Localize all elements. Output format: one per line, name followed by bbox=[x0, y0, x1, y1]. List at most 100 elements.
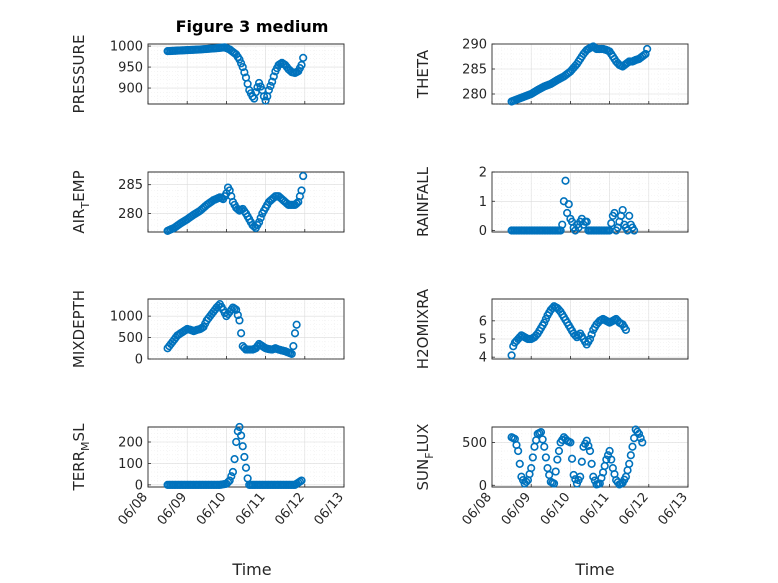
y-tick-label: 0 bbox=[479, 479, 487, 494]
x-tick-label: 06/11 bbox=[577, 490, 613, 528]
data-point bbox=[292, 199, 301, 208]
y-axis-label-main: THETA bbox=[414, 49, 432, 99]
x-tick-label: 06/12 bbox=[272, 490, 308, 528]
data-point bbox=[582, 436, 591, 445]
data-point bbox=[628, 442, 637, 451]
data-point bbox=[238, 442, 247, 451]
data-point bbox=[228, 467, 238, 477]
y-axis-label-tail: SL bbox=[70, 423, 88, 442]
data-point bbox=[241, 463, 251, 472]
subplot-mixdepth: 0 500 1000 MIXDEPTH bbox=[70, 290, 345, 368]
y-tick-label: 5 bbox=[479, 333, 487, 348]
y-tick-label: 0 bbox=[135, 478, 143, 493]
x-tick-label: 06/08 bbox=[115, 490, 151, 528]
data-point bbox=[629, 226, 639, 235]
y-axis-label-main: PRESSURE bbox=[70, 35, 88, 114]
data-point bbox=[554, 446, 564, 456]
subplot-air_temp: 280 285 AIRTEMP bbox=[70, 170, 345, 235]
data-point bbox=[514, 446, 523, 456]
series-markers bbox=[163, 43, 308, 105]
y-tick-label: 900 bbox=[118, 82, 143, 97]
data-point bbox=[587, 459, 596, 468]
subplot-theta: 280 285 290 THETA bbox=[414, 38, 689, 106]
data-point bbox=[287, 349, 296, 358]
y-axis-label: PRESSURE bbox=[70, 35, 88, 114]
y-axis-label-tail: EMP bbox=[70, 170, 88, 201]
y-axis-label-main: TERR bbox=[70, 451, 88, 492]
y-axis-label-sub: F bbox=[423, 452, 436, 458]
xlabel-right: Time bbox=[574, 560, 614, 579]
y-tick-label: 1000 bbox=[110, 40, 143, 55]
data-point bbox=[626, 451, 635, 460]
data-point bbox=[605, 446, 614, 456]
y-tick-label: 2 bbox=[479, 166, 487, 181]
data-point bbox=[235, 316, 244, 325]
data-point bbox=[268, 77, 277, 86]
data-point bbox=[527, 464, 536, 473]
y-axis-label-main: SUN bbox=[414, 459, 432, 491]
data-point bbox=[625, 459, 634, 468]
y-axis-label-sub: T bbox=[79, 202, 92, 210]
data-point bbox=[618, 205, 627, 215]
data-point bbox=[587, 330, 596, 339]
data-point bbox=[577, 457, 586, 466]
y-tick-label: 285 bbox=[118, 178, 143, 193]
x-tick-label: 06/10 bbox=[194, 490, 230, 528]
subplot-pressure: 900 950 1000 PRESSURE bbox=[70, 35, 345, 114]
y-tick-label: 950 bbox=[118, 61, 143, 76]
x-tick-label: 06/09 bbox=[155, 490, 191, 528]
series-markers bbox=[507, 42, 652, 106]
y-axis-label-main: MIXDEPTH bbox=[70, 290, 88, 368]
data-point bbox=[561, 176, 570, 185]
x-tick-label: 06/11 bbox=[233, 490, 269, 528]
y-tick-label: 0 bbox=[135, 353, 143, 368]
data-point bbox=[549, 479, 559, 488]
data-point bbox=[235, 422, 244, 432]
data-point bbox=[297, 186, 306, 195]
data-point bbox=[290, 329, 300, 338]
data-point bbox=[507, 351, 516, 360]
data-point bbox=[551, 467, 560, 476]
data-point bbox=[223, 478, 233, 487]
y-axis-label: MIXDEPTH bbox=[70, 290, 88, 368]
y-axis-label-main: RAINFALL bbox=[414, 166, 432, 237]
data-point bbox=[538, 435, 547, 444]
xlabel-left: Time bbox=[231, 560, 271, 579]
data-point bbox=[225, 476, 234, 485]
data-point bbox=[566, 438, 575, 447]
data-point bbox=[299, 171, 308, 181]
subplot-terr_msl: 0 100 200 06/08 06/09 06/10 06/11 06/12 06/13 TER… bbox=[70, 422, 347, 528]
data-point bbox=[261, 96, 270, 105]
data-point bbox=[233, 310, 242, 320]
x-tick-label: 06/10 bbox=[538, 490, 574, 528]
data-point bbox=[641, 49, 650, 59]
y-axis-label-tail: LUX bbox=[414, 424, 432, 453]
data-point bbox=[254, 218, 264, 227]
y-tick-label: 1 bbox=[479, 195, 487, 210]
data-point bbox=[299, 53, 308, 62]
data-point bbox=[582, 217, 591, 226]
data-point bbox=[540, 442, 549, 451]
y-tick-label: 100 bbox=[118, 457, 143, 472]
x-tick-label: 06/09 bbox=[499, 490, 535, 528]
subplot-h2omixra: 4 5 6 H2OMIXRA bbox=[414, 288, 689, 369]
y-axis-label: RAINFALL bbox=[414, 166, 432, 237]
data-point bbox=[232, 437, 241, 447]
y-axis-label-sub: M bbox=[79, 441, 92, 451]
data-point bbox=[240, 452, 249, 462]
data-point bbox=[643, 44, 652, 54]
data-point bbox=[256, 213, 265, 222]
data-point bbox=[259, 92, 269, 101]
series-markers bbox=[507, 176, 639, 235]
x-tick-label: 06/13 bbox=[655, 490, 691, 528]
subplot-rainfall: 0 1 2 RAINFALL bbox=[414, 166, 689, 239]
subplot-sun_flux: 0 500 06/08 06/09 06/10 06/11 06/12 06/13 SUNFLU… bbox=[414, 424, 691, 529]
axes-outline bbox=[147, 171, 345, 233]
data-point bbox=[634, 429, 644, 438]
y-tick-label: 280 bbox=[118, 207, 143, 222]
data-point bbox=[607, 455, 616, 464]
data-point bbox=[639, 51, 649, 60]
data-point bbox=[237, 59, 246, 68]
